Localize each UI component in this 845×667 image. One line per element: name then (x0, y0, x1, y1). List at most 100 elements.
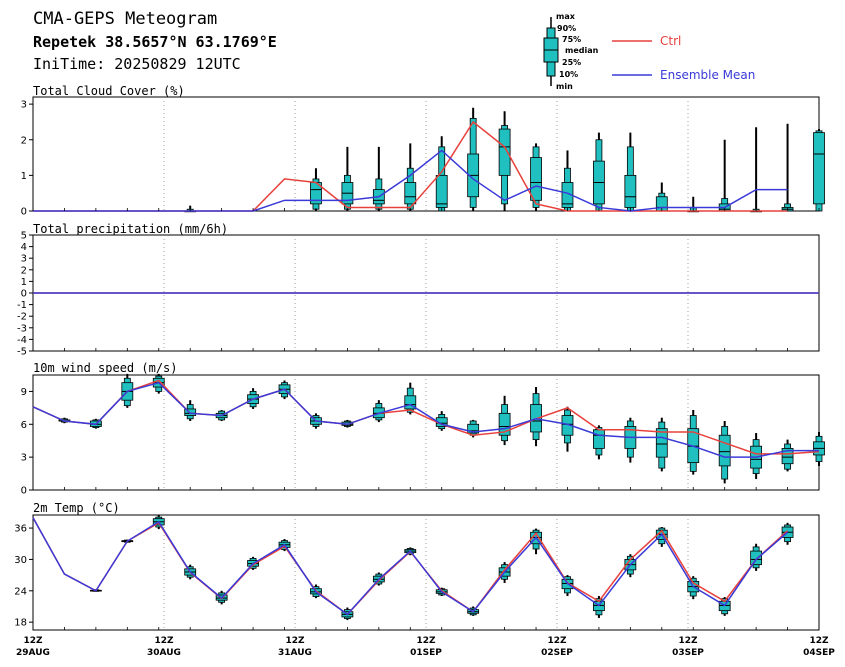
box-p25-p75 (404, 395, 417, 410)
y-tick-label: 30 (14, 555, 27, 566)
ctrl-series-line (32, 517, 789, 616)
box-p25-p75 (467, 423, 480, 434)
box-p25-p75 (655, 428, 668, 458)
y-tick-label: 24 (14, 586, 27, 597)
temperature-panel: 18 24 30 36 (14, 514, 820, 631)
panel-frame (32, 374, 820, 491)
box-p25-p75 (813, 132, 825, 205)
x-hour-label: 12Z (416, 636, 436, 646)
y-tick-label: 0 (21, 486, 27, 497)
ensemble-box (781, 123, 794, 212)
panel-title-cloud: Total Cloud Cover (%) (33, 84, 185, 98)
legend-ctrl-label: Ctrl (660, 34, 681, 48)
y-tick-label: -5 (17, 347, 27, 358)
box-p25-p75 (750, 550, 763, 566)
panel-title-temp: 2m Temp (°C) (33, 501, 120, 515)
y-tick-label: 9 (21, 387, 27, 398)
panel-title-precip: Total precipitation (mm/6h) (33, 222, 228, 236)
y-tick-label: 36 (14, 524, 27, 535)
box-p25-p75 (781, 447, 794, 465)
ensemble-box (372, 400, 385, 423)
x-hour-label: 12Z (678, 636, 698, 646)
wind-speed-panel: 0 3 6 9 (21, 373, 825, 497)
x-hour-label: 12Z (23, 636, 43, 646)
ensemble-box (498, 395, 511, 446)
y-tick-label: 3 (21, 453, 27, 464)
ensemble-box (750, 127, 763, 213)
box-p25-p75 (718, 434, 731, 467)
x-date-label: 01SEP (410, 648, 442, 658)
ensemble-box (718, 139, 731, 212)
init-time: IniTime: 20250829 12UTC (33, 55, 241, 73)
ensemble-box (530, 143, 542, 211)
ensemble-box (750, 543, 763, 571)
x-hour-label: 12Z (809, 636, 829, 646)
y-tick-label: -2 (17, 312, 27, 323)
y-tick-label: -4 (17, 335, 27, 346)
y-tick-label: 3 (21, 100, 27, 111)
y-tick-label: 18 (14, 618, 27, 629)
ensemble-box (310, 168, 322, 211)
ensemble-box (687, 410, 700, 475)
ensemble-box (624, 417, 637, 463)
ensemble-box (372, 146, 385, 211)
ensemble-box (624, 132, 637, 212)
legend-box-glyph (543, 17, 559, 86)
x-date-label: 03SEP (672, 648, 704, 658)
box-p25-p75 (561, 415, 574, 436)
box-p25-p75 (404, 182, 417, 205)
box-p25-p75 (184, 408, 197, 416)
ensemble-box (530, 387, 542, 447)
ensemble-box (813, 431, 825, 466)
y-tick-label: -1 (17, 300, 27, 311)
ensemble-box (498, 111, 511, 211)
x-date-label: 31AUG (278, 648, 312, 658)
y-tick-label: 4 (21, 242, 27, 253)
y-tick-label: 1 (21, 171, 27, 182)
box-p25-p75 (593, 429, 605, 449)
legend-p25-label: 25% (562, 58, 581, 67)
x-date-label: 04SEP (803, 648, 835, 658)
y-tick-label: 6 (21, 420, 27, 431)
y-tick-label: 5 (21, 231, 27, 242)
y-tick-label: -3 (17, 323, 27, 334)
x-axis-labels: 12Z 29AUG 12Z 30AUG 12Z 31AUG 12Z 01SEP 12Z 02SEP… (16, 636, 835, 658)
y-tick-label: 3 (21, 254, 27, 265)
panel-title-wind: 10m wind speed (m/s) (33, 361, 178, 375)
box-p25-p75 (530, 157, 542, 201)
ensemble-box (718, 421, 731, 484)
y-tick-label: 0 (21, 207, 27, 218)
y-tick-label: 1 (21, 277, 27, 288)
legend-max-label: max (556, 12, 576, 21)
y-tick-label: 2 (21, 135, 27, 146)
ensemble-box (404, 143, 417, 211)
box-p25-p75 (435, 174, 448, 208)
mean-series-line (32, 517, 789, 616)
ensemble-box (781, 439, 794, 472)
y-tick-label: 0 (21, 289, 27, 300)
x-date-label: 30AUG (147, 648, 181, 658)
legend-p10-label: 10% (559, 70, 578, 79)
x-hour-label: 12Z (285, 636, 305, 646)
station-location: Repetek 38.5657°N 63.1769°E (33, 33, 277, 51)
y-tick-label: 2 (21, 265, 27, 276)
ensemble-box (593, 132, 605, 212)
legend-min-label: min (556, 82, 573, 91)
ensemble-box (655, 417, 668, 472)
ensemble-box (561, 150, 574, 212)
box-p25-p75 (498, 128, 511, 176)
ensemble-box (813, 129, 825, 212)
box-p25-p75 (624, 174, 637, 208)
legend-mean-label: Ensemble Mean (660, 68, 755, 82)
ensemble-box (561, 406, 574, 452)
ensemble-box (435, 136, 448, 212)
mean-series-line (32, 381, 819, 458)
ctrl-series-line (32, 379, 820, 455)
legend-median-label: median (565, 46, 599, 55)
x-date-label: 02SEP (541, 648, 573, 658)
legend-p75-label: 75% (562, 35, 581, 44)
x-hour-label: 12Z (547, 636, 567, 646)
cloud-cover-panel: 0 1 2 3 (21, 96, 825, 218)
legend-p90-label: 90% (557, 24, 576, 33)
